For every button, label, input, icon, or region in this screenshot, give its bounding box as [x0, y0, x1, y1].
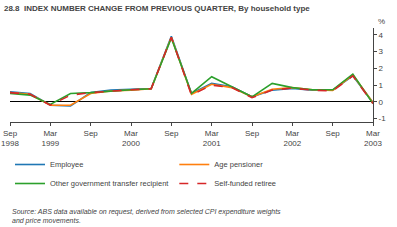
svg-text:Sep: Sep [164, 129, 179, 138]
svg-text:%: % [378, 17, 385, 26]
svg-text:1: 1 [379, 81, 384, 90]
svg-text:Sep: Sep [326, 129, 341, 138]
svg-text:-1: -1 [379, 114, 387, 123]
svg-text:Other government transfer reci: Other government transfer recipient [50, 179, 169, 188]
svg-text:Source: ABS data available on: Source: ABS data available on request, d… [12, 208, 281, 225]
svg-text:Sep: Sep [84, 129, 99, 138]
svg-text:4: 4 [379, 31, 384, 40]
svg-text:0: 0 [379, 98, 384, 107]
svg-text:Employee: Employee [50, 160, 83, 169]
svg-text:28.8 INDEX NUMBER CHANGE FROM: 28.8 INDEX NUMBER CHANGE FROM PREVIOUS Q… [4, 4, 310, 13]
svg-text:Mar2003: Mar2003 [364, 129, 382, 148]
svg-text:Mar1999: Mar1999 [41, 129, 59, 148]
svg-text:Self-funded retiree: Self-funded retiree [214, 179, 276, 188]
svg-text:Age pensioner: Age pensioner [214, 160, 263, 169]
svg-text:Mar2001: Mar2001 [203, 129, 221, 148]
svg-text:Mar2000: Mar2000 [122, 129, 140, 148]
svg-text:Sep: Sep [245, 129, 260, 138]
svg-text:Mar2002: Mar2002 [283, 129, 301, 148]
svg-text:3: 3 [379, 47, 384, 56]
svg-text:Sep1998: Sep1998 [1, 129, 19, 148]
svg-text:2: 2 [379, 64, 384, 73]
